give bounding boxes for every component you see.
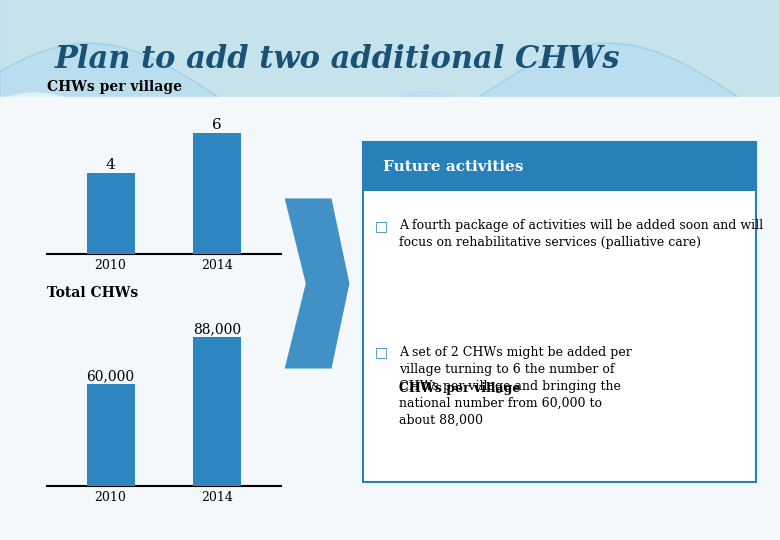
Text: A fourth package of activities will be added soon and will focus on rehabilitati: A fourth package of activities will be a… bbox=[399, 219, 764, 249]
Text: □: □ bbox=[375, 219, 388, 233]
Text: Plan to add two additional CHWs: Plan to add two additional CHWs bbox=[55, 44, 620, 75]
Text: Total CHWs: Total CHWs bbox=[47, 286, 138, 300]
Text: CHWs per village: CHWs per village bbox=[399, 382, 521, 395]
Text: 6: 6 bbox=[212, 118, 222, 132]
Bar bbox=[193, 336, 241, 486]
Text: CHWs per village: CHWs per village bbox=[47, 80, 182, 94]
FancyBboxPatch shape bbox=[363, 142, 757, 191]
FancyBboxPatch shape bbox=[363, 142, 757, 483]
Polygon shape bbox=[285, 199, 349, 368]
Text: Future activities: Future activities bbox=[383, 160, 523, 173]
Text: □: □ bbox=[375, 346, 388, 360]
Bar bbox=[87, 173, 135, 254]
Text: 60,000: 60,000 bbox=[87, 369, 135, 383]
Bar bbox=[87, 384, 135, 486]
Bar bbox=[193, 133, 241, 254]
Text: A set of 2 CHWs might be added per
village turning to 6 the number of
CHWs per v: A set of 2 CHWs might be added per villa… bbox=[399, 346, 632, 427]
Text: 88,000: 88,000 bbox=[193, 322, 241, 336]
Text: 4: 4 bbox=[106, 158, 115, 172]
